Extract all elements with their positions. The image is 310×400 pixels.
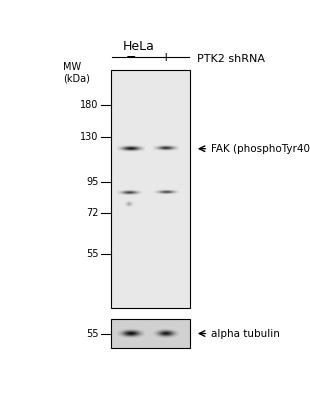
Text: 180: 180 xyxy=(80,100,99,110)
FancyBboxPatch shape xyxy=(111,319,190,348)
Text: 130: 130 xyxy=(80,132,99,142)
Text: PTK2 shRNA: PTK2 shRNA xyxy=(197,54,265,64)
Text: FAK (phosphoTyr407): FAK (phosphoTyr407) xyxy=(210,144,310,154)
Text: 72: 72 xyxy=(86,208,99,218)
Text: alpha tubulin: alpha tubulin xyxy=(210,328,279,338)
Text: 95: 95 xyxy=(86,177,99,187)
FancyBboxPatch shape xyxy=(111,70,190,308)
Text: HeLa: HeLa xyxy=(123,40,154,53)
Text: 55: 55 xyxy=(86,328,99,338)
Text: MW
(kDa): MW (kDa) xyxy=(63,62,90,84)
Text: −: − xyxy=(126,51,136,64)
Text: 55: 55 xyxy=(86,249,99,259)
Text: +: + xyxy=(161,51,171,64)
